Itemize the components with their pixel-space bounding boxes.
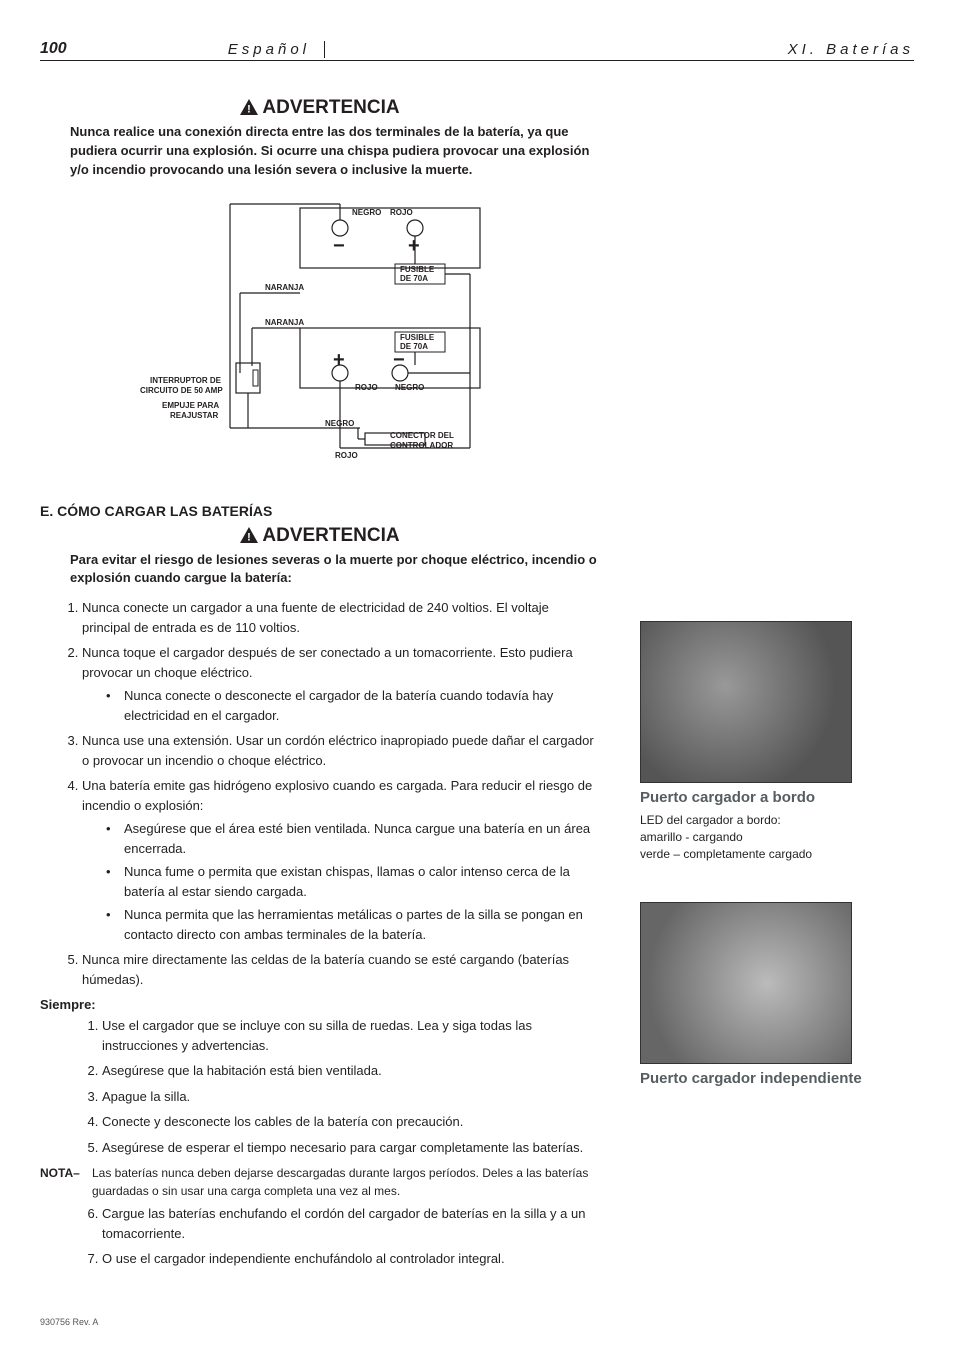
main-column: ! ADVERTENCIA Nunca realice una conexión … [40, 91, 600, 1277]
diagram-label-naranja-2: NARANJA [265, 318, 304, 327]
content-columns: ! ADVERTENCIA Nunca realice una conexión … [40, 91, 914, 1277]
page: 100 Español XI. Baterías ! ADVERTENCIA Nu… [0, 0, 954, 1357]
warning-1-text: Nunca realice una conexión directa entre… [70, 123, 600, 180]
bullet-list: Nunca conecte o desconecte el cargador d… [106, 686, 600, 725]
sidebar-image-1 [640, 621, 852, 783]
diagram-label-naranja-1: NARANJA [265, 283, 304, 292]
bullet-item: Asegúrese que el área esté bien ventilad… [106, 819, 600, 858]
diagram-label-fusible-1b: DE 70A [400, 274, 428, 283]
diagram-label-negro-bot: NEGRO [325, 419, 354, 428]
sidebar-column: Puerto cargador a bordo LED del cargador… [640, 91, 880, 1277]
bullet-item: Nunca fume o permita que existan chispas… [106, 862, 600, 901]
svg-text:!: ! [248, 104, 252, 116]
warning-heading-2: ! ADVERTENCIA [40, 525, 600, 547]
warning-heading-2-text: ADVERTENCIA [262, 525, 399, 546]
diagram-label-interruptor-2: CIRCUITO DE 50 AMP [140, 386, 223, 395]
warning-heading-1-text: ADVERTENCIA [262, 97, 399, 118]
diagram-label-rojo-mid: ROJO [355, 383, 378, 392]
diagram-label-negro-mid: NEGRO [395, 383, 424, 392]
diagram-label-negro-top: NEGRO [352, 208, 381, 217]
diagram-label-rojo-top: ROJO [390, 208, 413, 217]
list-item-text: Nunca mire directamente las celdas de la… [82, 952, 569, 987]
diagram-label-conector-2: CONTROLADOR [390, 441, 453, 450]
list-item: Nunca mire directamente las celdas de la… [82, 950, 600, 989]
sidebar-caption-1: Puerto cargador a bordo [640, 789, 880, 806]
header-left: Español [190, 41, 325, 58]
diagram-label-interruptor-1: INTERRUPTOR DE [150, 376, 222, 385]
warning-heading-1: ! ADVERTENCIA [40, 97, 600, 119]
svg-text:!: ! [248, 531, 252, 543]
page-number: 100 [40, 40, 190, 58]
list-item: Use el cargador que se incluye con su si… [102, 1016, 600, 1055]
section-e-heading: E. CÓMO CARGAR LAS BATERÍAS [40, 503, 600, 519]
list-item: Nunca toque el cargador después de ser c… [82, 643, 600, 725]
page-footer: 930756 Rev. A [40, 1317, 914, 1327]
warning-2-list: Nunca conecte un cargador a una fuente d… [60, 598, 600, 989]
bullet-item: Nunca conecte o desconecte el cargador d… [106, 686, 600, 725]
list-item-text: Nunca toque el cargador después de ser c… [82, 645, 573, 680]
list-item: O use el cargador independiente enchufán… [102, 1249, 600, 1269]
warning-icon: ! [240, 99, 258, 115]
list-item: Conecte y desconecte los cables de la ba… [102, 1112, 600, 1132]
diagram-label-rojo-bot: ROJO [335, 451, 358, 460]
diagram-label-fusible-2: FUSIBLE [400, 333, 435, 342]
diagram-label-fusible-1: FUSIBLE [400, 265, 435, 274]
warning-2-intro: Para evitar el riesgo de lesiones severa… [70, 551, 600, 589]
list-item: Apague la silla. [102, 1087, 600, 1107]
sidebar-image-2 [640, 902, 852, 1064]
diagram-label-conector-1: CONECTOR DEL [390, 431, 454, 440]
page-header: 100 Español XI. Baterías [40, 40, 914, 61]
bullet-list: Asegúrese que el área esté bien ventilad… [106, 819, 600, 944]
svg-text:−: − [393, 349, 405, 371]
sidebar-subtext-1: LED del cargador a bordo: amarillo - car… [640, 812, 880, 862]
siempre-list-2: Cargue las baterías enchufando el cordón… [80, 1204, 600, 1269]
list-item: Nunca conecte un cargador a una fuente d… [82, 598, 600, 637]
diagram-label-empuje-1: EMPUJE PARA [162, 401, 219, 410]
list-item: Cargue las baterías enchufando el cordón… [102, 1204, 600, 1243]
diagram-label-empuje-2: REAJUSTAR [170, 411, 219, 420]
siempre-list-1: Use el cargador que se incluye con su si… [80, 1016, 600, 1157]
list-item-text: Nunca use una extensión. Usar un cordón … [82, 733, 594, 768]
siempre-label: Siempre: [40, 997, 600, 1012]
svg-text:+: + [333, 349, 345, 371]
header-right: XI. Baterías [325, 41, 914, 58]
nota-label: NOTA– [40, 1165, 92, 1200]
list-item: Asegúrese que la habitación está bien ve… [102, 1061, 600, 1081]
nota-row: NOTA– Las baterías nunca deben dejarse d… [40, 1165, 600, 1200]
list-item: Asegúrese de esperar el tiempo necesario… [102, 1138, 600, 1158]
warning-icon: ! [240, 527, 258, 543]
svg-text:−: − [333, 235, 345, 257]
nota-text: Las baterías nunca deben dejarse descarg… [92, 1165, 600, 1200]
svg-text:+: + [408, 235, 420, 257]
wiring-diagram: NEGRO ROJO − + FUSIBLE DE 70A [40, 198, 600, 483]
list-item-text: Una batería emite gas hidrógeno explosiv… [82, 778, 592, 813]
list-item-text: Nunca conecte un cargador a una fuente d… [82, 600, 549, 635]
sidebar-caption-2: Puerto cargador independiente [640, 1070, 880, 1087]
list-item: Nunca use una extensión. Usar un cordón … [82, 731, 600, 770]
bullet-item: Nunca permita que las herramientas metál… [106, 905, 600, 944]
list-item: Una batería emite gas hidrógeno explosiv… [82, 776, 600, 944]
